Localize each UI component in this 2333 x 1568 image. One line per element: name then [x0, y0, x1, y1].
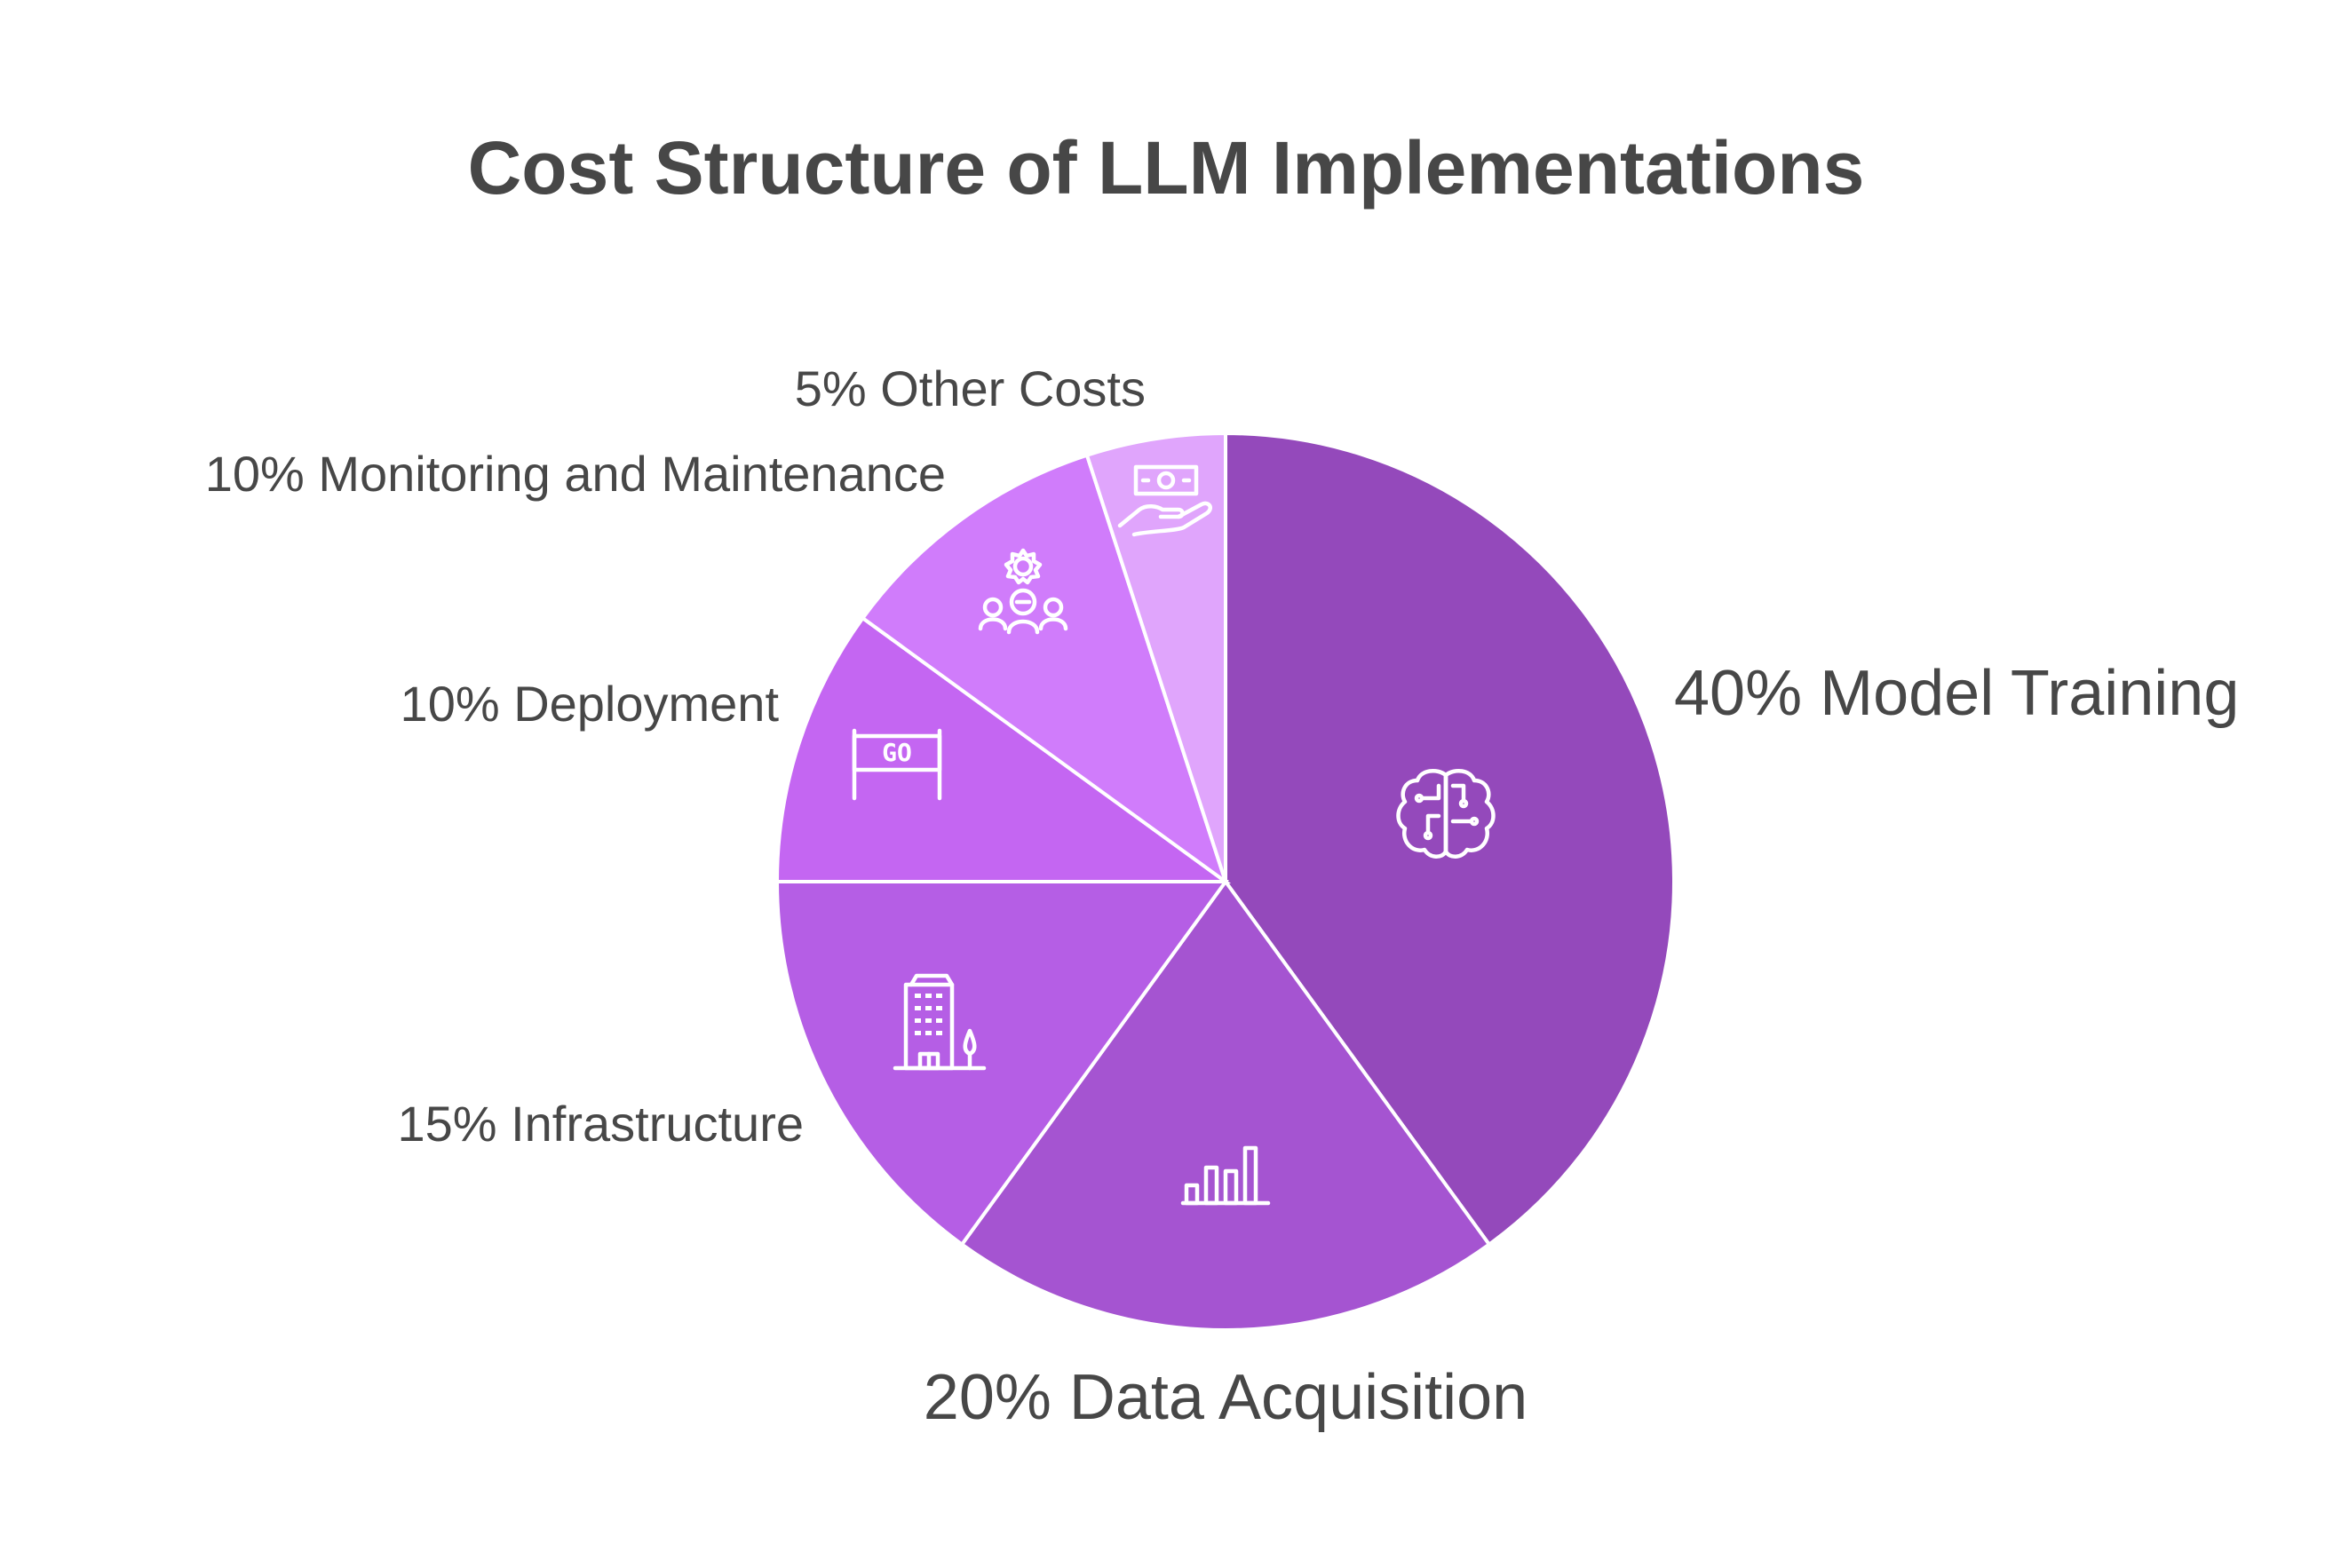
slice-label-infrastructure: 15% Infrastructure: [397, 1096, 804, 1152]
svg-text:GO: GO: [882, 738, 912, 767]
slice-label-deployment: 10% Deployment: [401, 676, 780, 732]
slice-label-other-costs: 5% Other Costs: [795, 360, 1146, 416]
brain-circuit-icon: [1396, 768, 1496, 859]
pie-slices: [774, 431, 1676, 1332]
slice-icons: GO: [852, 464, 1496, 1206]
slice-label-model-training: 40% Model Training: [1674, 658, 2239, 729]
slice-label-data-acquisition: 20% Data Acquisition: [924, 1362, 1528, 1433]
pie-slice-model-training: [1224, 431, 1676, 1247]
slice-label-monitoring-and-maintenance: 10% Monitoring and Maintenance: [205, 446, 946, 502]
pie-slice-infrastructure: [774, 880, 1229, 1247]
money-hand-icon: [1117, 464, 1212, 537]
pie-slice-monitoring-and-maintenance: [860, 453, 1229, 887]
bar-chart-icon: [1180, 1145, 1271, 1206]
go-sign-icon: GO: [852, 728, 942, 801]
team-gear-icon: [978, 548, 1068, 635]
pie-slice-other-costs: [1084, 431, 1227, 883]
slice-labels: 40% Model Training 20% Data Acquisition 15…: [205, 360, 2240, 1433]
office-building-icon: [893, 973, 987, 1071]
pie-slice-data-acquisition: [959, 878, 1492, 1332]
pie-slice-deployment: [774, 615, 1232, 883]
chart-title: Cost Structure of LLM Implementations: [468, 126, 1865, 210]
